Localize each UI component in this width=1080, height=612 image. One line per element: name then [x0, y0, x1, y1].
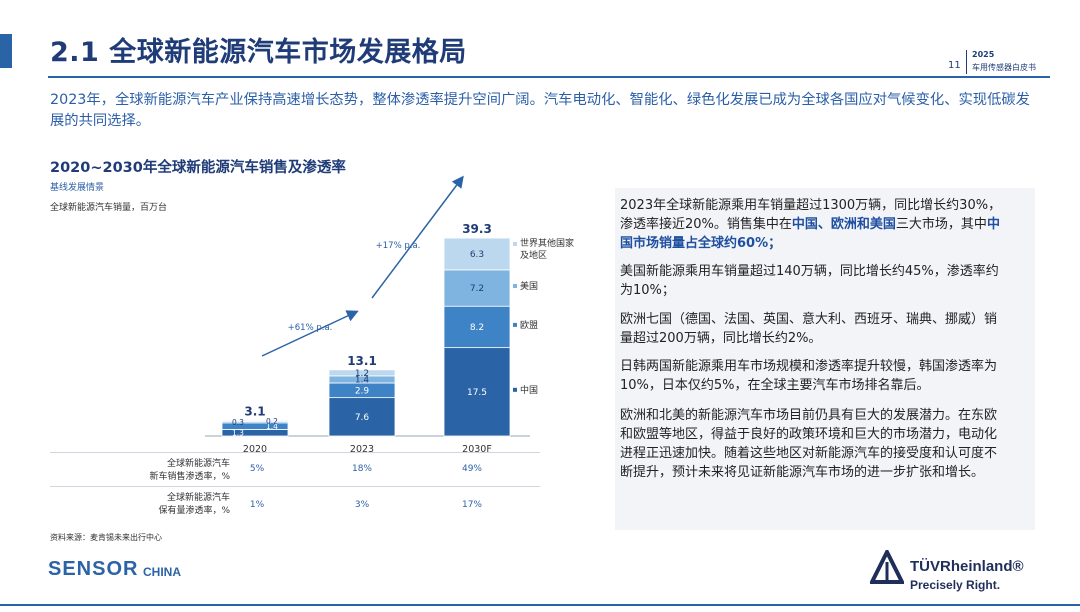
category-label: 2030F	[462, 444, 492, 455]
table-row-label-line: 全球新能源汽车	[166, 459, 230, 469]
panel-paragraph-2: 美国新能源乘用车销量超过140万辆，同比增长约45%，渗透率约为10%；	[620, 264, 999, 298]
panel-text: 2023年全球新能源乘用车销量超过1300万辆，同比增长约30%，渗透率接近20…	[620, 198, 1002, 232]
segment-label: 2.9	[355, 386, 370, 396]
legend-label: 美国	[520, 280, 538, 292]
table-row-label-line: 新车销售渗透率，%	[149, 472, 230, 482]
text-panel	[615, 188, 1035, 530]
table-row-label-sales: 全球新能源汽车 新车销售渗透率，%	[50, 458, 230, 484]
panel-highlight: 中国、欧洲和美国	[791, 217, 896, 232]
bar-segment	[443, 237, 511, 271]
table-cell: 17%	[461, 500, 482, 510]
report-name: 车用传感器白皮书	[972, 63, 1036, 72]
segment-label: 1.3	[232, 429, 244, 438]
table-cell: 18%	[351, 464, 372, 474]
table-row-label-line: 保有量渗透率，%	[158, 506, 230, 516]
growth-annotation: +61% p.a.	[288, 323, 333, 333]
table-row-label-fleet: 全球新能源汽车 保有量渗透率，%	[50, 492, 230, 518]
bar-segment	[328, 397, 396, 437]
table-cell: 49%	[461, 464, 482, 474]
segment-label: 1.2	[355, 369, 369, 379]
bar-segment	[443, 269, 511, 307]
total-label: 13.1	[347, 354, 377, 368]
table-divider-top	[50, 452, 540, 453]
total-label: 3.1	[244, 404, 265, 418]
legend-label: 世界其他国家	[520, 237, 574, 249]
table-cell: 1%	[249, 500, 265, 510]
growth-arrow	[371, 175, 464, 299]
bar-segment	[328, 369, 396, 377]
table-cell: 3%	[354, 500, 370, 510]
page-title: 2.1 全球新能源汽车市场发展格局	[50, 37, 467, 68]
chart-unit-label: 全球新能源汽车销量，百万台	[50, 203, 168, 213]
legend-swatch	[513, 241, 517, 246]
panel-highlight: 中国市场销量占全球约60%；	[620, 217, 1000, 251]
title-bar: 2.1 全球新能源汽车市场发展格局 11 2025 车用传感器白皮书	[0, 0, 1080, 80]
bar-segment	[221, 419, 289, 422]
segment-label: 7.6	[355, 413, 370, 423]
panel-paragraph-1: 2023年全球新能源乘用车销量超过1300万辆，同比增长约30%，渗透率接近20…	[620, 196, 1005, 253]
report-year: 2025	[972, 50, 995, 59]
panel-paragraph-5: 欧洲和北美的新能源汽车市场目前仍具有巨大的发展潜力。在东欧和欧盟等地区，得益于良…	[620, 408, 998, 480]
legend-label: 及地区	[520, 249, 547, 261]
title-rule	[48, 76, 1050, 78]
title-accent-bar	[0, 34, 12, 68]
tuv-triangle-icon	[870, 550, 904, 584]
panel-paragraph-4: 日韩两国新能源乘用车市场规模和渗透率提升较慢，韩国渗透率为10%，日本仅约5%，…	[620, 359, 998, 393]
panel-paragraph-3: 欧洲七国（德国、法国、英国、意大利、西班牙、瑞典、挪威）销量超过200万辆，同比…	[620, 312, 998, 346]
sensor-china-logo: SENSOR	[48, 558, 139, 580]
growth-arrow	[261, 310, 359, 357]
segment-label: 6.3	[470, 250, 484, 260]
legend-swatch	[513, 322, 517, 327]
header-divider	[966, 50, 967, 74]
table-divider-mid	[50, 486, 540, 487]
category-label: 2023	[350, 444, 374, 455]
page-number: 11	[948, 60, 961, 71]
bottom-rule	[0, 604, 1080, 606]
table-row-label-line: 全球新能源汽车	[166, 493, 230, 503]
segment-label: 17.5	[467, 388, 487, 398]
chart-title: 2020~2030年全球新能源汽车销售及渗透率	[50, 160, 346, 176]
total-label: 39.3	[462, 222, 492, 236]
intro-text: 2023年，全球新能源汽车产业保持高速增长态势，整体渗透率提升空间广阔。汽车电动…	[50, 92, 1030, 129]
legend-swatch	[513, 284, 517, 289]
segment-label: 0.2	[266, 417, 278, 426]
bar-segment	[443, 305, 511, 349]
legend-label: 欧盟	[520, 319, 538, 331]
chart-subtitle: 基线发展情景	[50, 183, 105, 193]
growth-annotation: +17% p.a.	[376, 241, 421, 251]
sensor-china-logo-suffix: CHINA	[143, 565, 181, 579]
segment-label: 0.3	[232, 418, 244, 427]
source-note: 资料来源：麦肯锡未来出行中心	[50, 533, 162, 542]
bar-segment	[443, 347, 511, 437]
category-label: 2020	[243, 444, 267, 455]
legend-label: 中国	[520, 384, 538, 396]
segment-label: 8.2	[470, 323, 484, 333]
legend-swatch	[513, 387, 517, 392]
segment-label: 7.2	[470, 284, 484, 294]
panel-text: 三大市场，其中	[895, 217, 987, 232]
table-cell: 5%	[249, 464, 265, 474]
tuv-logo-text: TÜVRheinland®	[910, 558, 1024, 575]
tuv-slogan: Precisely Right.	[910, 578, 1001, 592]
segment-label: 1.4	[355, 375, 370, 385]
segment-label: 1.4	[266, 422, 278, 431]
